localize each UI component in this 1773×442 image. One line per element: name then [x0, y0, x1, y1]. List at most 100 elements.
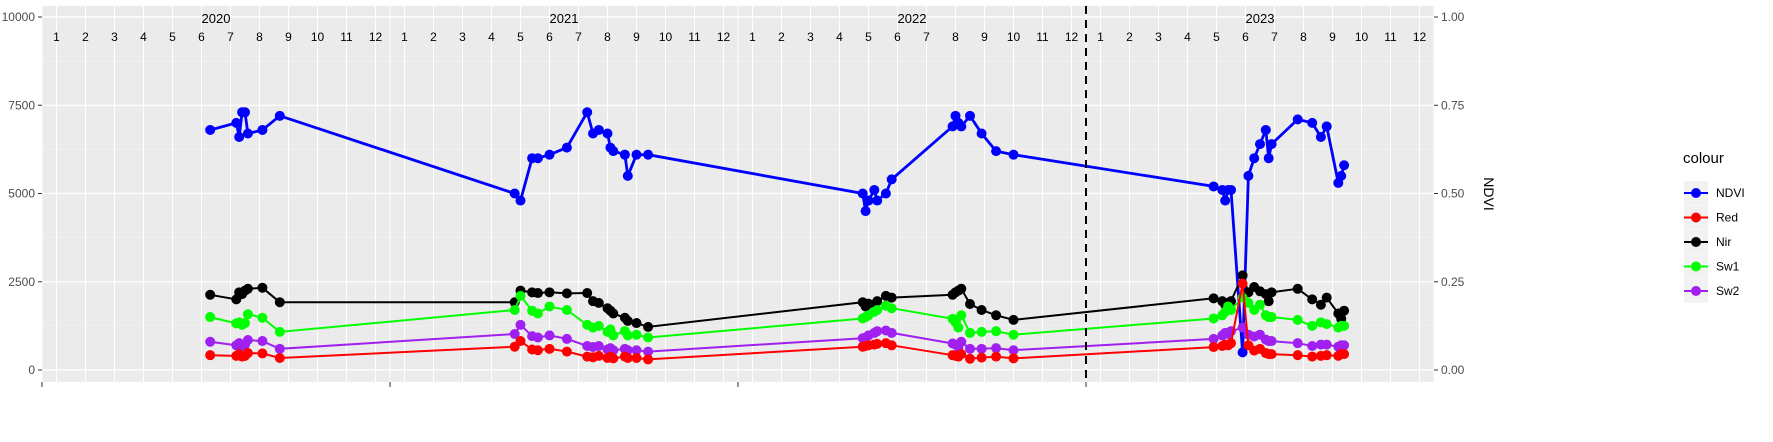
y-axis-right-title: NDVI — [1481, 177, 1497, 210]
data-point-ndvi — [631, 149, 642, 160]
data-point-ndvi — [582, 107, 593, 118]
month-label: 9 — [633, 30, 640, 44]
data-point-nir — [631, 318, 642, 329]
data-point-sw1 — [1208, 313, 1219, 324]
data-point-red — [515, 336, 526, 347]
data-point-sw2 — [532, 332, 543, 343]
data-point-nir — [1315, 299, 1326, 310]
data-point-nir — [242, 283, 253, 294]
year-label: 2022 — [898, 11, 927, 26]
data-point-ndvi — [619, 149, 630, 160]
series-nir — [205, 270, 1350, 332]
data-point-sw1 — [242, 309, 253, 320]
data-point-red — [544, 343, 555, 354]
data-point-red — [1307, 351, 1318, 362]
data-point-red — [991, 351, 1002, 362]
month-label: 7 — [227, 30, 234, 44]
data-point-sw2 — [872, 326, 883, 337]
data-point-sw1 — [1321, 319, 1332, 330]
data-point-ndvi — [956, 121, 967, 132]
data-point-ndvi — [515, 195, 526, 206]
legend-item-nir: Nir — [1684, 230, 1731, 254]
month-label: 10 — [659, 30, 673, 44]
legend-label: Red — [1716, 211, 1738, 225]
legend-key-point — [1691, 286, 1701, 296]
data-point-nir — [1339, 305, 1350, 316]
data-point-nir — [274, 297, 285, 308]
data-point-ndvi — [593, 124, 604, 135]
data-point-sw1 — [991, 326, 1002, 337]
data-point-nir — [622, 315, 633, 326]
data-point-nir — [257, 282, 268, 293]
month-label: 11 — [340, 30, 353, 44]
data-point-ndvi — [1315, 132, 1326, 143]
data-point-red — [872, 338, 883, 349]
data-point-nir — [582, 288, 593, 299]
data-point-ndvi — [886, 174, 897, 185]
data-point-ndvi — [1220, 195, 1231, 206]
data-point-sw1 — [1292, 314, 1303, 325]
data-point-ndvi — [643, 149, 654, 160]
y-axis-left: 0 2500 5000 7500 10000 — [2, 10, 42, 377]
data-point-nir — [205, 289, 216, 300]
data-point-red — [1266, 349, 1277, 360]
data-point-red — [1208, 342, 1219, 353]
y-right-tick-label: 0.75 — [1441, 98, 1465, 112]
month-label: 4 — [140, 30, 147, 44]
data-point-ndvi — [1237, 347, 1248, 358]
data-point-red — [643, 354, 654, 365]
y-left-tick-label: 5000 — [8, 187, 35, 201]
month-label: 6 — [198, 30, 205, 44]
legend-key-point — [1691, 261, 1701, 272]
data-point-sw1 — [976, 326, 987, 337]
data-point-sw2 — [593, 340, 604, 351]
data-point-sw1 — [532, 308, 543, 319]
data-point-ndvi — [1263, 153, 1274, 164]
data-point-nir — [956, 283, 967, 294]
data-point-ndvi — [872, 195, 883, 206]
data-point-sw2 — [956, 336, 967, 347]
data-point-red — [1008, 353, 1019, 364]
data-point-sw2 — [544, 330, 555, 341]
series-layer — [205, 107, 1350, 365]
legend-key-point — [1691, 237, 1701, 247]
data-point-nir — [593, 297, 604, 308]
data-point-ndvi — [976, 128, 987, 139]
data-point-ndvi — [544, 149, 555, 160]
data-point-nir — [532, 288, 543, 299]
data-point-red — [274, 352, 285, 363]
year-label: 2023 — [1246, 11, 1275, 26]
data-point-sw2 — [1266, 336, 1277, 347]
series-sw2 — [205, 319, 1350, 357]
data-point-sw2 — [1307, 340, 1318, 351]
data-point-sw2 — [965, 343, 975, 354]
legend-label: Sw2 — [1716, 284, 1740, 298]
data-point-red — [886, 340, 897, 351]
data-point-sw1 — [205, 312, 216, 323]
data-point-red — [1339, 349, 1350, 360]
month-label: 1 — [1097, 30, 1104, 44]
y-right-tick-label: 0.50 — [1441, 187, 1465, 201]
data-point-nir — [872, 296, 883, 307]
data-point-red — [1226, 338, 1236, 349]
month-label: 5 — [865, 30, 872, 44]
month-label: 4 — [836, 30, 843, 44]
data-point-sw1 — [1008, 329, 1019, 340]
month-label: 9 — [981, 30, 988, 44]
legend-label: Sw1 — [1716, 260, 1740, 274]
data-point-sw1 — [1307, 320, 1318, 331]
data-point-nir — [1263, 296, 1274, 307]
data-point-ndvi — [1255, 139, 1265, 150]
month-label: 9 — [285, 30, 292, 44]
data-point-nir — [544, 287, 555, 298]
month-label: 1 — [401, 30, 408, 44]
data-point-ndvi — [869, 184, 880, 195]
legend-item-red: Red — [1684, 205, 1738, 230]
data-point-red — [205, 350, 216, 361]
data-point-sw1 — [1243, 297, 1254, 308]
data-point-sw1 — [544, 301, 555, 312]
data-point-ndvi — [1266, 139, 1277, 150]
month-label: 2 — [778, 30, 785, 44]
data-point-sw2 — [257, 336, 268, 347]
data-point-ndvi — [240, 107, 250, 118]
